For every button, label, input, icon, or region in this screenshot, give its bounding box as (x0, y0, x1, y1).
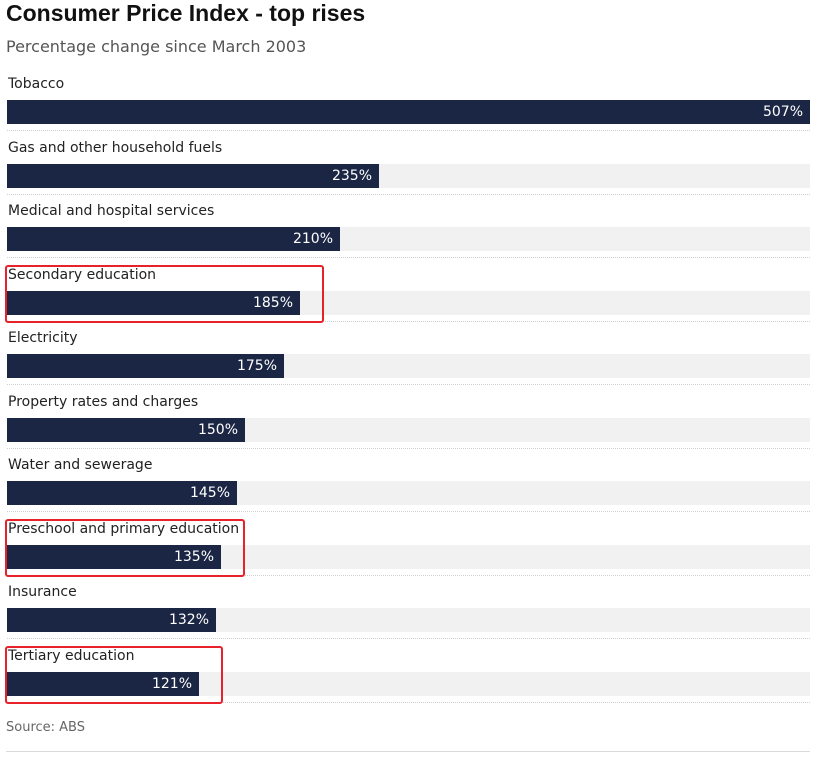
row-divider (7, 257, 810, 258)
category-label: Tertiary education (8, 647, 135, 664)
bar-track: 507% (7, 100, 810, 124)
category-label: Preschool and primary education (8, 520, 240, 537)
category-label: Secondary education (8, 266, 157, 283)
highlight-box (5, 645, 223, 704)
category-label: Water and sewerage (8, 457, 153, 473)
row-divider (7, 638, 810, 639)
bar-value-label: 210% (292, 231, 333, 247)
bar: 121% (7, 671, 199, 696)
category-label: Medical and hospital services (8, 203, 215, 219)
bar-track: 185% (7, 290, 810, 315)
bar-value-label: 135% (173, 548, 214, 565)
chart-row: Water and sewerage 145% (0, 453, 814, 517)
chart-row: Gas and other household fuels 235% (0, 136, 814, 200)
chart-row: Tobacco 507% (0, 72, 814, 136)
highlight-box (5, 518, 245, 577)
bottom-divider (6, 751, 810, 752)
chart-row: Tertiary education 121% (0, 644, 814, 708)
bar-track: 235% (7, 163, 810, 188)
row-divider (7, 511, 810, 512)
category-label: Gas and other household fuels (8, 139, 223, 156)
bar-track: 210% (7, 227, 810, 251)
category-label: Electricity (8, 330, 78, 346)
bar-chart: Tobacco 507% Gas and other household fuels… (0, 72, 814, 707)
category-label: Tobacco (8, 76, 65, 92)
row-divider (7, 384, 810, 385)
chart-row: Insurance 132% (0, 580, 814, 644)
source-note: Source: ABS (6, 720, 85, 735)
bar-value-label: 150% (197, 421, 238, 438)
bar: 235% (7, 163, 379, 188)
bar-value-label: 175% (236, 358, 277, 374)
bar-value-label: 145% (189, 485, 230, 501)
bar-value-label: 507% (762, 104, 803, 120)
bar-track: 150% (7, 417, 810, 442)
row-divider (7, 320, 810, 322)
bar: 145% (7, 481, 237, 505)
bar-value-label: 235% (331, 167, 372, 184)
bar: 132% (7, 608, 216, 632)
row-divider (7, 130, 810, 131)
row-divider (7, 574, 810, 576)
chart-row: Secondary education 185% (0, 263, 814, 327)
chart-row: Property rates and charges 150% (0, 390, 814, 454)
bar-track: 145% (7, 481, 810, 505)
chart-row: Electricity 175% (0, 326, 814, 390)
bar-value-label: 121% (151, 675, 192, 692)
bar-track: 135% (7, 544, 810, 569)
bar-value-label: 185% (252, 294, 293, 311)
row-divider (7, 701, 810, 703)
category-label: Insurance (8, 584, 77, 600)
bar-value-label: 132% (168, 612, 209, 628)
chart-subtitle: Percentage change since March 2003 (6, 37, 307, 56)
chart-row: Preschool and primary education 135% (0, 517, 814, 581)
chart-title: Consumer Price Index - top rises (6, 0, 366, 26)
bar-track: 121% (7, 671, 810, 696)
bar-track: 175% (7, 354, 810, 378)
bar: 135% (7, 544, 221, 569)
bar: 185% (7, 290, 300, 315)
bar: 175% (7, 354, 284, 378)
category-label: Property rates and charges (8, 393, 199, 410)
bar: 507% (7, 100, 810, 124)
bar: 150% (7, 417, 245, 442)
highlight-box (5, 264, 324, 323)
bar: 210% (7, 227, 340, 251)
chart-row: Medical and hospital services 210% (0, 199, 814, 263)
row-divider (7, 193, 810, 195)
row-divider (7, 447, 810, 449)
bar-track: 132% (7, 608, 810, 632)
